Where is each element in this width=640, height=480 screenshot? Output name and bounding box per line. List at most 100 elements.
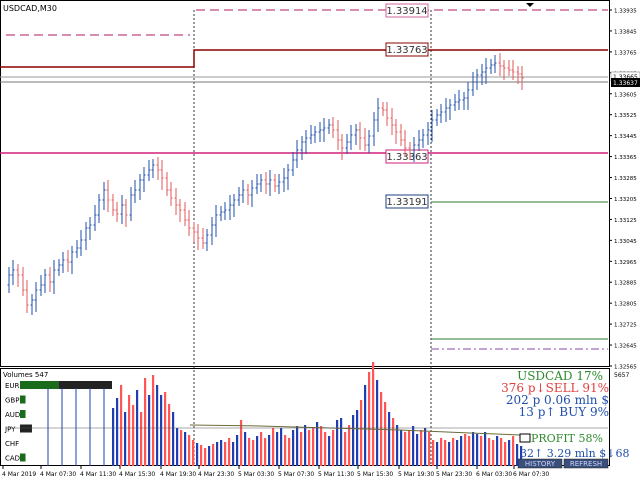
volume-bar bbox=[472, 432, 475, 466]
price-tick: 1.32645 bbox=[614, 344, 637, 350]
volume-bar bbox=[244, 432, 247, 466]
history-button[interactable]: HISTORY bbox=[517, 458, 563, 469]
svg-text:1.33665: 1.33665 bbox=[613, 74, 638, 81]
time-tick: 4 Mar 19:30 bbox=[160, 471, 196, 478]
volume-bar bbox=[128, 395, 131, 466]
volume-bar bbox=[388, 412, 391, 466]
volume-bar bbox=[296, 426, 299, 466]
time-tick: 4 Mar 2019 bbox=[2, 471, 36, 478]
currency-row: CAD bbox=[4, 452, 26, 463]
price-tick: 1.32805 bbox=[614, 302, 637, 308]
level-label[interactable]: 1.33914 bbox=[385, 3, 429, 18]
time-tick: 4 Mar 23:30 bbox=[198, 471, 234, 478]
volume-bar bbox=[260, 432, 263, 466]
level-label[interactable]: 1.33763 bbox=[385, 42, 429, 57]
volume-bar bbox=[300, 432, 303, 466]
candles bbox=[7, 53, 524, 315]
volume-bar bbox=[316, 422, 319, 466]
volume-bar bbox=[428, 432, 431, 466]
time-tick: 5 Mar 03:30 bbox=[238, 471, 274, 478]
volume-bar bbox=[240, 420, 243, 466]
volume-bar bbox=[336, 420, 339, 466]
volume-bar bbox=[460, 436, 463, 466]
volume-bar bbox=[392, 418, 395, 466]
volume-bar bbox=[124, 412, 127, 466]
volume-bar bbox=[464, 434, 467, 466]
currency-label: GBP bbox=[5, 397, 19, 405]
level-label[interactable]: 1.33191 bbox=[385, 194, 429, 209]
time-tick: 5 Mar 23:30 bbox=[436, 471, 472, 478]
volume-bar bbox=[412, 426, 415, 466]
price-tick: 1.32885 bbox=[614, 281, 637, 287]
panel-symbol-strength: USDCAD 17% bbox=[517, 369, 603, 383]
volume-bar bbox=[236, 435, 239, 466]
currency-strength-meter: EUR GBP AUD JPY CHF CAD bbox=[4, 380, 112, 463]
volume-bar bbox=[512, 436, 515, 466]
bid-price-tag: 1.33637 bbox=[611, 78, 640, 87]
volume-bar bbox=[408, 430, 411, 466]
volume-bar bbox=[224, 442, 227, 466]
currency-label-bg bbox=[4, 394, 20, 405]
volume-bar bbox=[280, 428, 283, 466]
volume-bar bbox=[176, 428, 179, 466]
currency-label: CAD bbox=[5, 455, 20, 463]
volume-bar bbox=[468, 436, 471, 466]
signal-panel: USDCAD 17% 376 p↓SELL 91% 202 p 0.06 mln… bbox=[501, 369, 629, 460]
volume-bar bbox=[144, 378, 147, 466]
volume-bar bbox=[256, 436, 259, 466]
volume-bar bbox=[404, 432, 407, 466]
time-tick: 4 Mar 07:30 bbox=[40, 471, 76, 478]
volume-bar bbox=[372, 362, 375, 466]
panel-summary: 32↑ 3.29 mln $↓68 bbox=[520, 447, 629, 460]
time-tick: 5 Mar 07:30 bbox=[278, 471, 314, 478]
volume-bar bbox=[416, 434, 419, 466]
volume-bar bbox=[208, 446, 211, 466]
volume-bar bbox=[188, 435, 191, 466]
monitor-icon bbox=[519, 433, 531, 443]
volume-bar bbox=[164, 392, 167, 466]
currency-label-bg bbox=[4, 380, 20, 390]
shift-marker-icon[interactable] bbox=[526, 3, 534, 7]
currency-strength-bar bbox=[20, 395, 26, 404]
price-tick: 1.32565 bbox=[614, 365, 637, 371]
svg-text:1.33914: 1.33914 bbox=[386, 6, 427, 17]
volume-bar bbox=[520, 446, 523, 466]
currency-label: AUD bbox=[5, 411, 20, 419]
svg-text:1.33363: 1.33363 bbox=[386, 152, 427, 163]
volume-bar bbox=[492, 440, 495, 466]
level-label[interactable]: 1.33363 bbox=[385, 149, 429, 164]
svg-text:1.33637: 1.33637 bbox=[613, 80, 638, 87]
volume-bar bbox=[252, 440, 255, 466]
volume-bar bbox=[432, 440, 435, 466]
price-tick: 1.33365 bbox=[614, 155, 637, 161]
svg-text:HISTORY: HISTORY bbox=[525, 460, 556, 468]
time-tick: 5 Mar 11:30 bbox=[318, 471, 354, 478]
time-tick: 4 Mar 11:30 bbox=[80, 471, 116, 478]
volume-bar bbox=[200, 445, 203, 466]
price-tick: 1.32725 bbox=[614, 323, 637, 329]
volume-bar bbox=[424, 428, 427, 466]
price-tick: 1.32965 bbox=[614, 260, 637, 266]
volume-bar bbox=[488, 438, 491, 466]
currency-row: CHF bbox=[4, 438, 20, 448]
refresh-button[interactable]: REFRESH bbox=[563, 458, 609, 469]
volume-bar bbox=[248, 438, 251, 466]
volume-bar bbox=[396, 425, 399, 466]
volume-bar bbox=[112, 408, 115, 466]
currency-label: CHF bbox=[5, 440, 19, 448]
volume-bar bbox=[344, 432, 347, 466]
price-tick: 1.33605 bbox=[614, 92, 637, 98]
volume-bar bbox=[308, 430, 311, 466]
volume-bar bbox=[476, 434, 479, 466]
price-tick: 1.33845 bbox=[614, 29, 637, 35]
currency-label: JPY bbox=[4, 426, 16, 434]
price-tick: 1.33125 bbox=[614, 218, 637, 224]
main-chart-frame bbox=[0, 0, 610, 367]
time-axis: 4 Mar 2019 4 Mar 07:30 4 Mar 11:30 4 Mar 15… bbox=[2, 466, 549, 478]
symbol-title: USDCAD,M30 bbox=[3, 4, 57, 13]
time-tick: 6 Mar 03:30 bbox=[476, 471, 512, 478]
volumes-max: 5657 bbox=[614, 372, 629, 379]
price-tick: 1.33045 bbox=[614, 239, 637, 245]
currency-row: JPY bbox=[4, 423, 32, 434]
